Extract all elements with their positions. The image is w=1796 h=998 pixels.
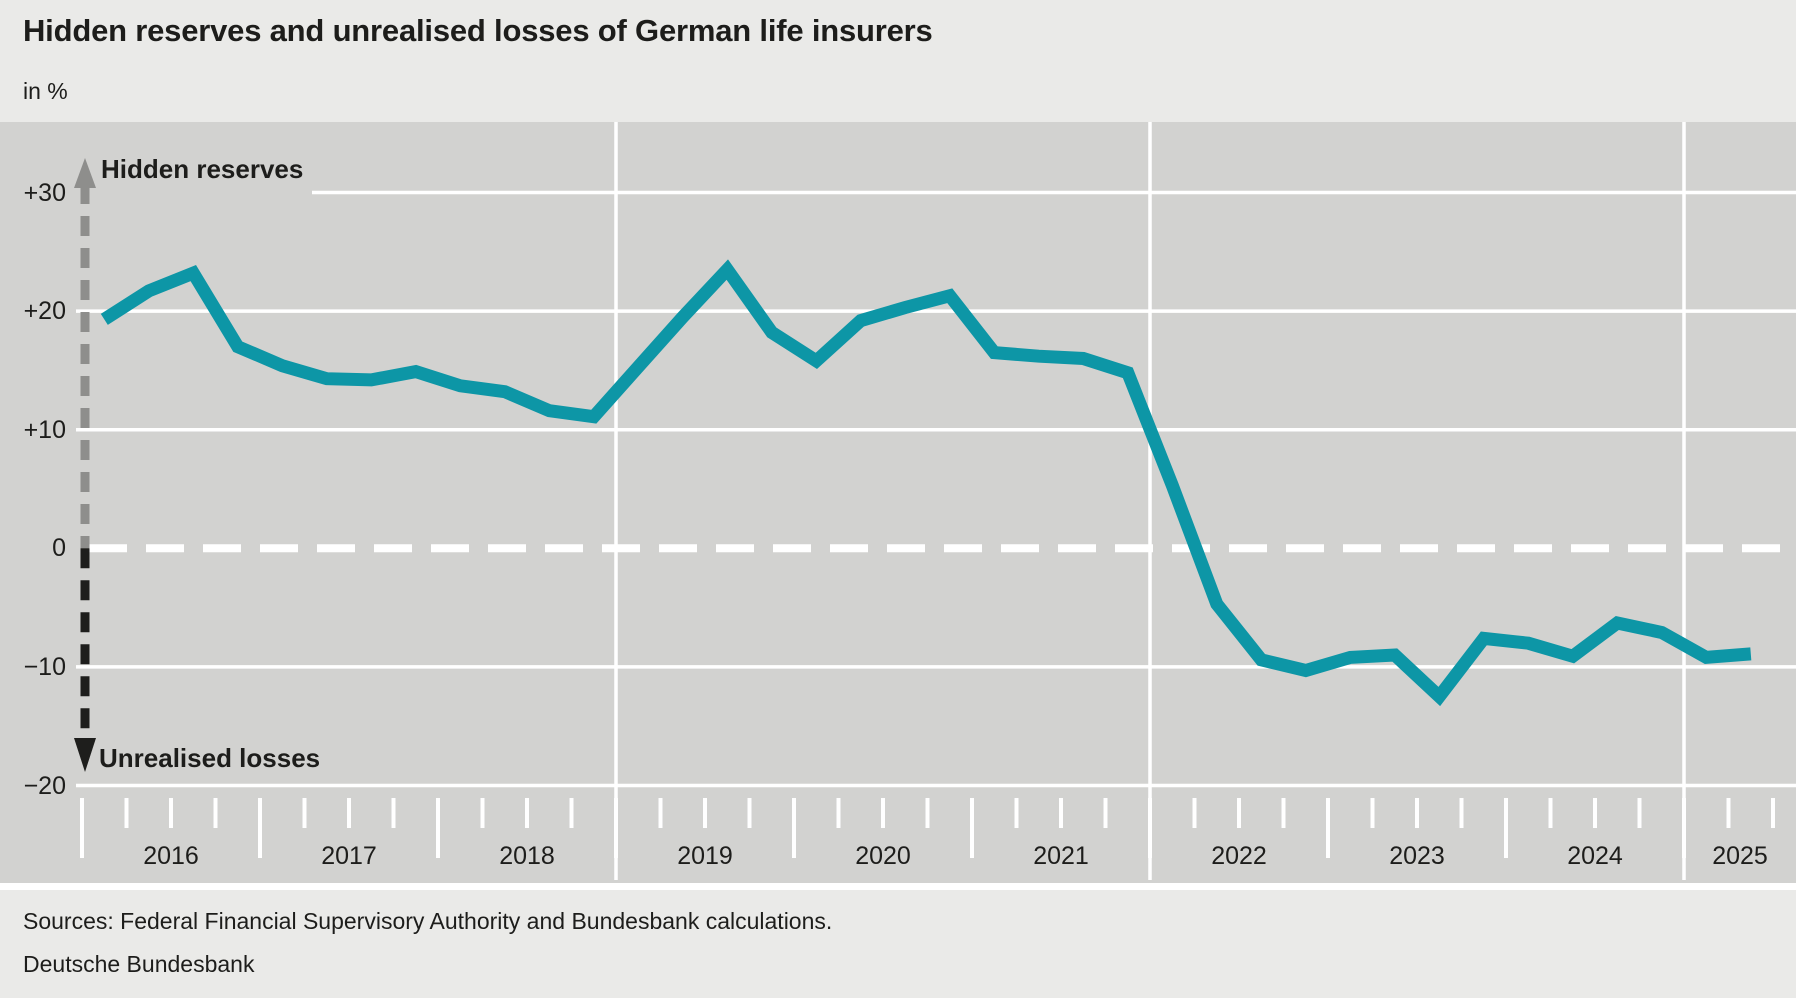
x-tick-label-2024: 2024 — [1567, 842, 1623, 870]
sources-note: Sources: Federal Financial Supervisory A… — [23, 908, 833, 934]
y-tick-label-20: +20 — [23, 297, 66, 325]
x-tick-label-2018: 2018 — [499, 842, 555, 870]
plot-area: +30 +20 +10 0 −10 −20 2016 2017 2018 2019 2020 202… — [0, 122, 1796, 890]
y-tick-label-0: 0 — [52, 534, 66, 562]
data-line-hidden-reserves — [100, 259, 1752, 707]
y-tick-label--10: −10 — [23, 653, 66, 681]
x-tick-label-2016: 2016 — [143, 842, 199, 870]
x-tick-label-2019: 2019 — [677, 842, 733, 870]
y-tick-label-10: +10 — [23, 416, 66, 444]
arrow-up-icon — [74, 158, 96, 188]
publisher: Deutsche Bundesbank — [23, 951, 255, 977]
x-tick-label-2022: 2022 — [1211, 842, 1267, 870]
x-tick-label-2025: 2025 — [1712, 842, 1768, 870]
x-tick-label-2023: 2023 — [1389, 842, 1445, 870]
x-tick-label-2020: 2020 — [855, 842, 911, 870]
hidden-reserves-label: Hidden reserves — [101, 154, 304, 184]
arrow-down-icon — [74, 738, 96, 772]
y-tick-label--20: −20 — [23, 772, 66, 800]
y-tick-label-30: +30 — [23, 179, 66, 207]
x-tick-label-2021: 2021 — [1033, 842, 1089, 870]
plot-svg — [74, 122, 1796, 880]
unit-label: in % — [23, 78, 68, 104]
chart-title: Hidden reserves and unrealised losses of… — [23, 13, 933, 48]
unrealised-losses-label: Unrealised losses — [99, 743, 321, 773]
x-tick-label-2017: 2017 — [321, 842, 377, 870]
